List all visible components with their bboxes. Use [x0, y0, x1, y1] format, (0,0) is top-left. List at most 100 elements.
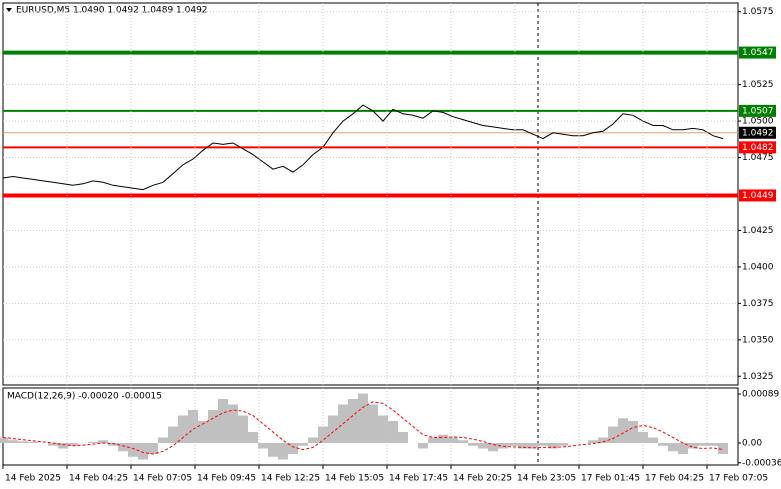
histogram-bar [668, 443, 678, 452]
signal-line [2, 401, 724, 455]
y-tick-label: 0.00 [742, 439, 762, 449]
level-label-bg [739, 141, 776, 154]
histogram-bar [428, 437, 438, 443]
histogram-bar [588, 440, 598, 443]
x-tick-label: 14 Feb 23:05 [517, 474, 576, 484]
histogram-bar [358, 393, 368, 443]
histogram-bar [708, 443, 718, 446]
histogram-bar [28, 441, 38, 443]
histogram-bar [268, 443, 278, 457]
histogram-bar [648, 437, 658, 443]
level-label: 1.0507 [742, 106, 774, 116]
histogram-bar [378, 415, 388, 443]
histogram-bar [608, 426, 618, 443]
histogram-bar [398, 432, 408, 443]
x-tick-label: 14 Feb 20:25 [453, 474, 512, 484]
chart-title: EURUSD,M5 1.0490 1.0492 1.0489 1.0492 [16, 6, 208, 16]
histogram-bar [678, 443, 688, 454]
x-tick-label: 14 Feb 07:05 [133, 474, 192, 484]
histogram-bar [298, 443, 308, 446]
y-tick-label: 1.0400 [742, 262, 774, 272]
histogram-bar [128, 443, 138, 457]
histogram-bar [458, 440, 468, 443]
histogram-bar [498, 443, 508, 449]
histogram-bar [718, 443, 728, 454]
histogram-bar [108, 443, 118, 446]
x-tick-label: 14 Feb 15:05 [325, 474, 384, 484]
x-tick-label: 14 Feb 09:45 [197, 474, 256, 484]
histogram-bar [698, 443, 708, 446]
histogram-bar [88, 441, 98, 443]
y-tick-label: 1.0525 [742, 80, 774, 90]
histogram-bar [118, 443, 128, 452]
histogram-bar [448, 437, 458, 443]
histogram-bar [248, 432, 258, 443]
level-label: 1.0492 [742, 128, 774, 138]
histogram-bar [178, 415, 188, 443]
histogram-bar [58, 443, 68, 449]
x-tick-label: 14 Feb 2025 [5, 474, 61, 484]
y-tick-label: -0.00036 [742, 458, 781, 468]
histogram-bar [218, 399, 228, 443]
y-tick-label: 0.00089 [742, 390, 779, 400]
price-line [2, 104, 724, 191]
histogram-bar [288, 443, 298, 454]
y-tick-label: 1.0425 [742, 226, 774, 236]
histogram-bar [508, 443, 518, 446]
histogram-bar [598, 437, 608, 443]
histogram-bar [528, 443, 538, 449]
histogram-bar [198, 421, 208, 443]
histogram-bar [328, 415, 338, 443]
histogram-bar [348, 399, 358, 443]
histogram-bar [618, 418, 628, 443]
histogram-bar [688, 443, 698, 449]
histogram-bar [538, 443, 548, 446]
histogram-bar [168, 426, 178, 443]
menu-triangle [6, 8, 12, 12]
y-tick-label: 1.0575 [742, 7, 774, 17]
histogram-bar [8, 440, 18, 443]
histogram-bar [208, 410, 218, 443]
histogram-bar [658, 443, 668, 446]
histogram-bar [308, 437, 318, 443]
y-tick-label: 1.0325 [742, 372, 774, 382]
histogram-bar [638, 432, 648, 443]
histogram-bar [18, 441, 28, 443]
histogram-bar [258, 443, 268, 449]
y-tick-label: 1.0500 [742, 117, 774, 127]
x-tick-label: 14 Feb 04:25 [69, 474, 128, 484]
histogram-bar [368, 404, 378, 443]
histogram-bar [138, 443, 148, 460]
histogram-bar [548, 443, 558, 449]
histogram-bar [318, 426, 328, 443]
histogram-bar [48, 443, 58, 446]
histogram-bar [478, 443, 488, 449]
histogram-bar [278, 443, 288, 460]
histogram-bar [388, 421, 398, 443]
histogram-bar [148, 443, 158, 454]
histogram-bar [488, 443, 498, 452]
level-label-bg [739, 126, 776, 139]
x-tick-label: 17 Feb 01:45 [581, 474, 640, 484]
histogram-bar [68, 443, 78, 446]
level-label-bg [739, 189, 776, 202]
macd-panel [2, 387, 739, 466]
y-tick-label: 1.0350 [742, 335, 774, 345]
histogram-bar [418, 443, 428, 449]
histogram-bar [518, 443, 528, 449]
histogram-bar [158, 437, 168, 443]
level-label: 1.0482 [742, 143, 774, 153]
x-tick-label: 17 Feb 07:05 [709, 474, 768, 484]
x-tick-label: 14 Feb 17:45 [389, 474, 448, 484]
histogram-bar [228, 404, 238, 443]
histogram-bar [98, 440, 108, 443]
level-label-bg [739, 46, 776, 59]
histogram-bar [468, 443, 478, 446]
histogram-bar [238, 415, 248, 443]
histogram-bar [558, 443, 568, 446]
x-tick-label: 17 Feb 04:25 [645, 474, 704, 484]
histogram-bar [438, 434, 448, 443]
level-label: 1.0449 [742, 191, 774, 201]
y-tick-label: 1.0375 [742, 299, 774, 309]
